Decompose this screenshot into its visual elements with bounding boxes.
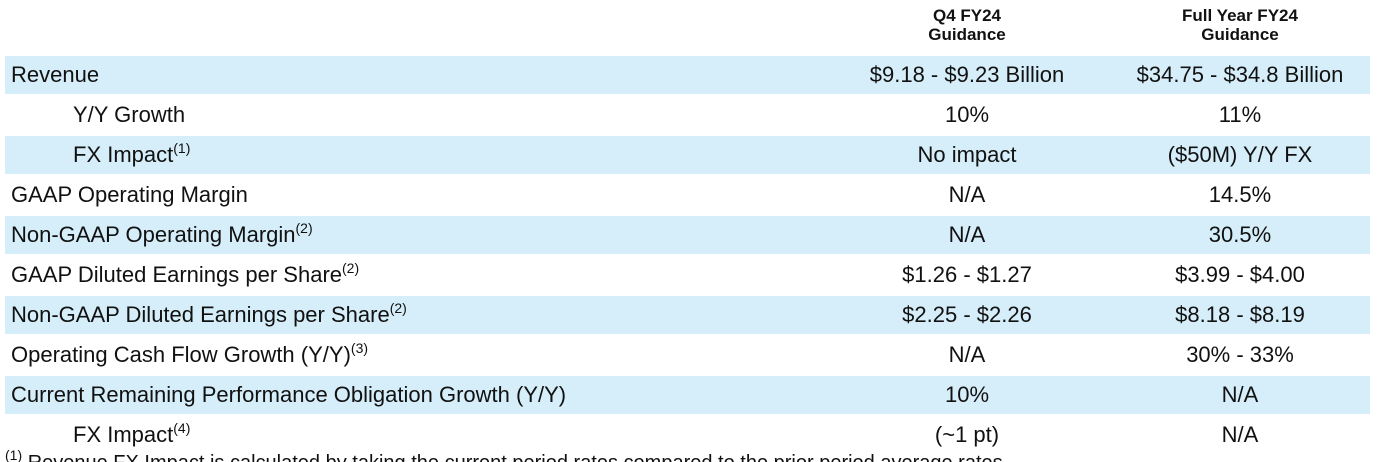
table-row: GAAP Operating Margin N/A 14.5% xyxy=(5,176,1370,214)
footnote-ref: (1) xyxy=(173,140,191,156)
q4-value: $1.26 - $1.27 xyxy=(902,262,1032,287)
footnote-ref: (2) xyxy=(295,220,313,236)
row-label: FX Impact(4) xyxy=(73,416,190,454)
fy-value: 30.5% xyxy=(1208,222,1272,247)
table-row: Operating Cash Flow Growth (Y/Y)(3) N/A 30… xyxy=(5,336,1370,374)
label-text: GAAP Diluted Earnings per Share xyxy=(11,262,342,287)
q4-value: 10% xyxy=(944,382,990,407)
fy-value: N/A xyxy=(1221,382,1259,407)
footnote: (1) Revenue FX Impact is calculated by t… xyxy=(5,448,1003,462)
fy-value: $34.75 - $34.8 Billion xyxy=(1136,62,1344,87)
label-text: Operating Cash Flow Growth (Y/Y) xyxy=(11,342,351,367)
table-row: Non-GAAP Operating Margin(2) N/A 30.5% xyxy=(5,216,1370,254)
row-label: GAAP Operating Margin xyxy=(11,176,248,214)
header-line: Full Year FY24 xyxy=(1182,6,1298,25)
footnote-ref: (3) xyxy=(350,340,369,356)
q4-value: N/A xyxy=(948,222,986,247)
col-header: Full Year FY24 Guidance xyxy=(1110,6,1370,44)
fy-value: $8.18 - $8.19 xyxy=(1175,302,1305,327)
row-label: Revenue xyxy=(11,56,99,94)
table-row: Y/Y Growth 10% 11% xyxy=(5,96,1370,134)
table-row: Current Remaining Performance Obligation… xyxy=(5,376,1370,414)
row-label: FX Impact(1) xyxy=(73,136,190,174)
row-label: Operating Cash Flow Growth (Y/Y)(3) xyxy=(11,336,368,374)
footnote-text: Revenue FX Impact is calculated by takin… xyxy=(28,452,1003,462)
row-label: Non-GAAP Diluted Earnings per Share(2) xyxy=(11,296,407,334)
header-line: Q4 FY24 xyxy=(932,6,1002,25)
q4-value: $2.25 - $2.26 xyxy=(902,302,1032,327)
label-text: FX Impact xyxy=(73,422,174,447)
table-row: GAAP Diluted Earnings per Share(2) $1.26 … xyxy=(5,256,1370,294)
fy-value: 11% xyxy=(1218,102,1262,127)
footnote-mark: (1) xyxy=(5,447,23,462)
table-row: FX Impact(4) (~1 pt) N/A xyxy=(5,416,1370,454)
table-row: Non-GAAP Diluted Earnings per Share(2) $2… xyxy=(5,296,1370,334)
q4-value: (~1 pt) xyxy=(934,422,1000,447)
label-text: Y/Y Growth xyxy=(73,102,186,127)
fy-value: $3.99 - $4.00 xyxy=(1175,262,1305,287)
row-label: Y/Y Growth xyxy=(73,96,185,134)
fy-value: 14.5% xyxy=(1208,182,1272,207)
header-line: Guidance xyxy=(1201,25,1279,44)
footnote-ref: (2) xyxy=(342,260,360,276)
row-label: GAAP Diluted Earnings per Share(2) xyxy=(11,256,359,294)
fy-value: ($50M) Y/Y FX xyxy=(1167,142,1313,167)
table-row: FX Impact(1) No impact ($50M) Y/Y FX xyxy=(5,136,1370,174)
label-text: GAAP Operating Margin xyxy=(11,182,248,207)
row-label: Non-GAAP Operating Margin(2) xyxy=(11,216,313,254)
footnote-ref: (2) xyxy=(389,300,407,316)
footnote-ref: (4) xyxy=(173,420,191,436)
header-line: Guidance xyxy=(928,25,1006,44)
q4-value: $9.18 - $9.23 Billion xyxy=(869,62,1065,87)
fy-value: N/A xyxy=(1221,422,1259,447)
fy-value: 30% - 33% xyxy=(1186,342,1294,367)
label-text: Non-GAAP Operating Margin xyxy=(11,222,296,247)
q4-value: 10% xyxy=(944,102,990,127)
label-text: FX Impact xyxy=(73,142,174,167)
label-text: Non-GAAP Diluted Earnings per Share xyxy=(11,302,390,327)
q4-value: No impact xyxy=(917,142,1017,167)
table-row: Revenue $9.18 - $9.23 Billion $34.75 - $34… xyxy=(5,56,1370,94)
row-label: Current Remaining Performance Obligation… xyxy=(11,376,566,414)
q4-value: N/A xyxy=(948,342,986,367)
label-text: Current Remaining Performance Obligation… xyxy=(11,382,567,407)
q4-value: N/A xyxy=(948,182,986,207)
label-text: Revenue xyxy=(11,62,100,87)
col-header: Q4 FY24 Guidance xyxy=(830,6,1104,44)
